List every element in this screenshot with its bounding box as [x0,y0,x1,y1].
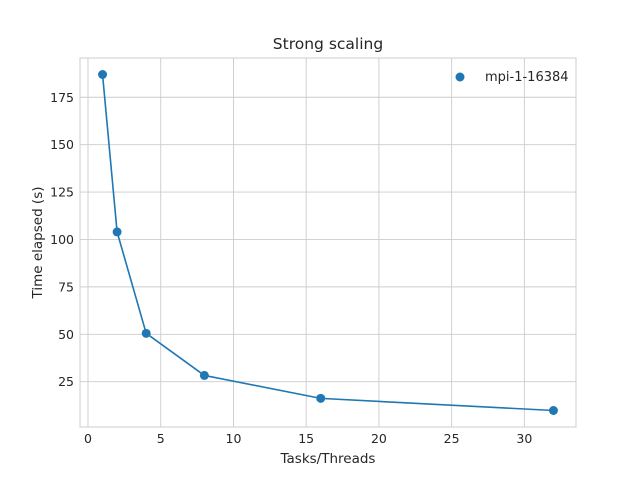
data-point [548,406,558,416]
data-point [112,227,122,237]
y-tick-label: 25 [58,374,74,389]
series-line [101,74,554,412]
series-layer [98,69,558,416]
plot-frame [79,57,577,428]
x-axis-ticks: 0 5 10 15 20 25 30 [84,431,532,446]
x-tick-label: 10 [226,431,242,446]
legend-marker [455,72,465,82]
x-tick-label: 5 [157,431,165,446]
data-point [316,393,326,403]
grid-lines [80,58,576,427]
y-tick-label: 100 [50,232,74,247]
x-tick-label: 25 [444,431,460,446]
data-point [141,328,151,338]
plot-area [80,58,576,427]
y-tick-label: 150 [50,137,74,152]
x-tick-label: 20 [371,431,387,446]
y-tick-label: 50 [58,327,74,342]
data-point [199,370,209,380]
x-tick-label: 30 [516,431,532,446]
legend-label-mpi-1-16384: mpi-1-16384 [485,70,569,85]
data-point [98,69,108,79]
x-axis-label: Tasks/Threads [280,451,376,467]
y-axis-label: Time elapsed (s) [30,187,46,300]
legend: mpi-1-16384 [455,70,569,85]
y-tick-label: 125 [50,185,74,200]
chart-title: Strong scaling [273,35,383,53]
x-tick-label: 15 [298,431,314,446]
x-tick-label: 0 [84,431,92,446]
y-tick-label: 175 [50,90,74,105]
y-axis-ticks: 25 50 75 100 125 150 175 [50,90,74,389]
y-tick-label: 75 [58,279,74,294]
